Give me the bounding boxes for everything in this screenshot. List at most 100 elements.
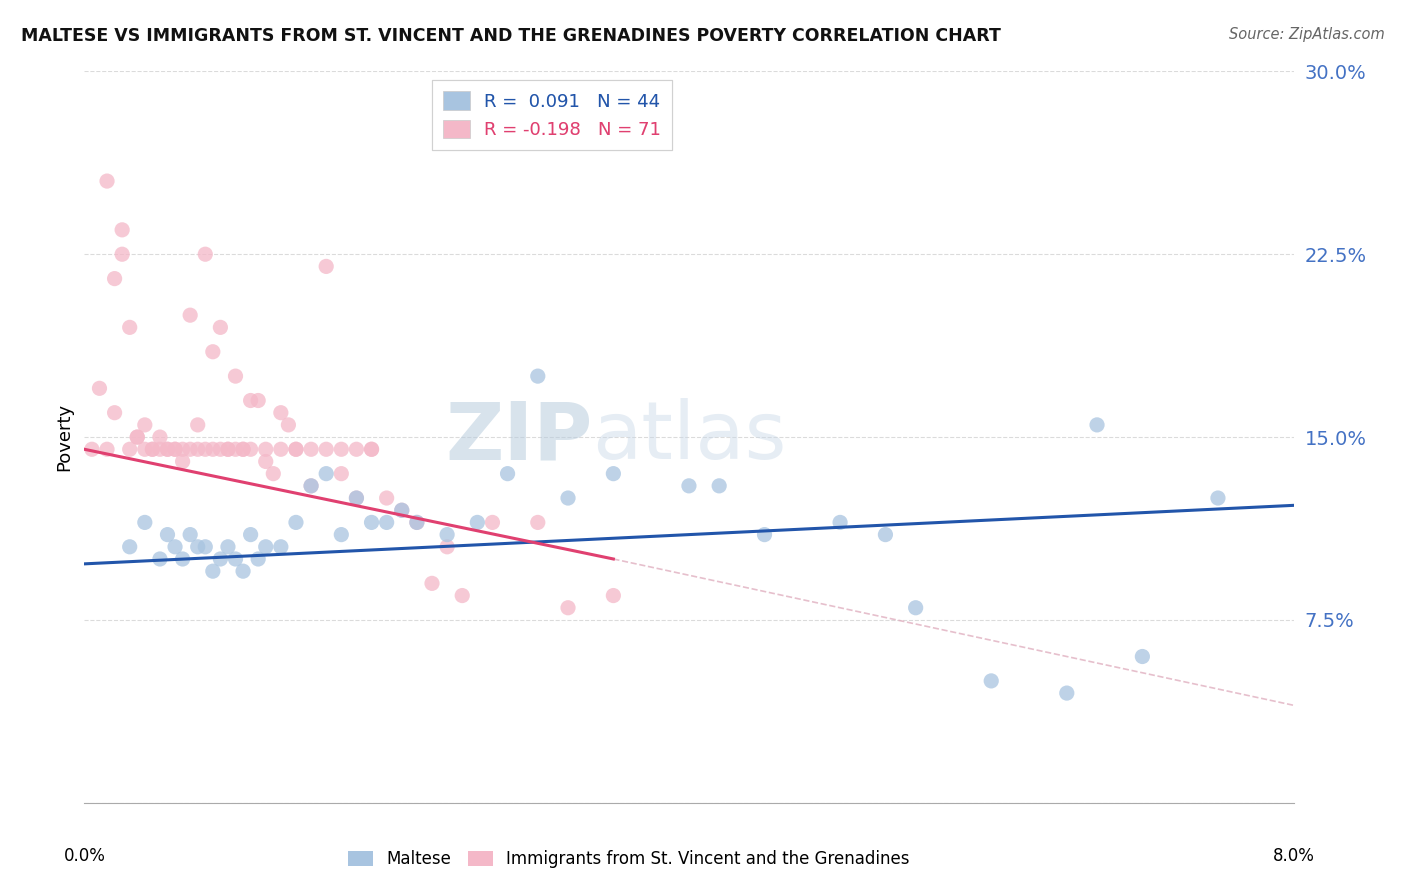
Point (284, 442, 308, 457)
Point (201, 344, 224, 359)
Point (80, 442, 103, 457)
Point (134, 516, 156, 530)
Point (262, 467, 284, 481)
Point (602, 467, 624, 481)
Point (330, 467, 353, 481)
Point (225, 369, 247, 384)
Point (436, 527, 458, 541)
Point (232, 564, 254, 578)
Point (709, 479, 731, 493)
Point (270, 442, 292, 457)
Point (678, 479, 700, 493)
Point (247, 393, 270, 408)
Point (111, 223, 134, 237)
Point (830, 516, 852, 530)
Text: Source: ZipAtlas.com: Source: ZipAtlas.com (1229, 27, 1385, 42)
Point (194, 247, 217, 261)
Point (1056, 686, 1078, 700)
Point (299, 479, 322, 493)
Point (346, 491, 368, 505)
Point (375, 516, 398, 530)
Point (602, 589, 624, 603)
Point (270, 540, 292, 554)
Point (406, 516, 429, 530)
Point (360, 442, 382, 457)
Point (299, 479, 322, 493)
Point (1206, 491, 1229, 505)
Point (194, 442, 217, 457)
Point (1085, 417, 1108, 432)
Point (360, 516, 382, 530)
Point (194, 540, 217, 554)
Point (254, 442, 277, 457)
Point (118, 540, 141, 554)
Point (875, 527, 897, 541)
Point (172, 442, 194, 457)
Point (179, 308, 201, 322)
Point (232, 442, 254, 457)
Point (149, 552, 172, 566)
Point (315, 442, 337, 457)
Point (96, 174, 118, 188)
Point (187, 417, 209, 432)
Point (149, 430, 172, 444)
Point (96, 442, 118, 457)
Point (1132, 649, 1154, 664)
Point (527, 516, 550, 530)
Point (980, 673, 1002, 688)
Point (904, 600, 927, 615)
Point (209, 442, 232, 457)
Point (315, 467, 337, 481)
Point (346, 442, 368, 457)
Point (391, 503, 413, 517)
Point (89, 381, 111, 395)
Point (111, 247, 134, 261)
Point (270, 406, 292, 420)
Point (225, 442, 247, 457)
Text: ZIP: ZIP (444, 398, 592, 476)
Point (239, 527, 262, 541)
Point (754, 527, 776, 541)
Point (141, 442, 163, 457)
Point (391, 503, 413, 517)
Point (420, 576, 443, 591)
Point (330, 527, 353, 541)
Point (225, 552, 247, 566)
Point (467, 516, 489, 530)
Point (330, 442, 353, 457)
Point (134, 442, 156, 457)
Point (247, 552, 270, 566)
Point (527, 369, 550, 384)
Point (451, 589, 474, 603)
Y-axis label: Poverty: Poverty (55, 403, 73, 471)
Point (127, 430, 149, 444)
Point (172, 454, 194, 468)
Point (254, 540, 277, 554)
Point (104, 406, 127, 420)
Point (165, 540, 187, 554)
Point (134, 417, 156, 432)
Legend: R =  0.091   N = 44, R = -0.198   N = 71: R = 0.091 N = 44, R = -0.198 N = 71 (432, 80, 672, 150)
Point (375, 491, 398, 505)
Point (165, 442, 187, 457)
Point (127, 430, 149, 444)
Point (201, 442, 224, 457)
Point (165, 442, 187, 457)
Point (156, 442, 179, 457)
Point (209, 320, 232, 334)
Point (232, 442, 254, 457)
Point (172, 552, 194, 566)
Point (187, 442, 209, 457)
Point (118, 442, 141, 457)
Point (277, 417, 299, 432)
Point (104, 271, 127, 285)
Point (239, 442, 262, 457)
Point (284, 442, 308, 457)
Point (217, 442, 239, 457)
Point (239, 393, 262, 408)
Point (141, 442, 163, 457)
Point (201, 564, 224, 578)
Point (187, 540, 209, 554)
Point (179, 527, 201, 541)
Point (149, 442, 172, 457)
